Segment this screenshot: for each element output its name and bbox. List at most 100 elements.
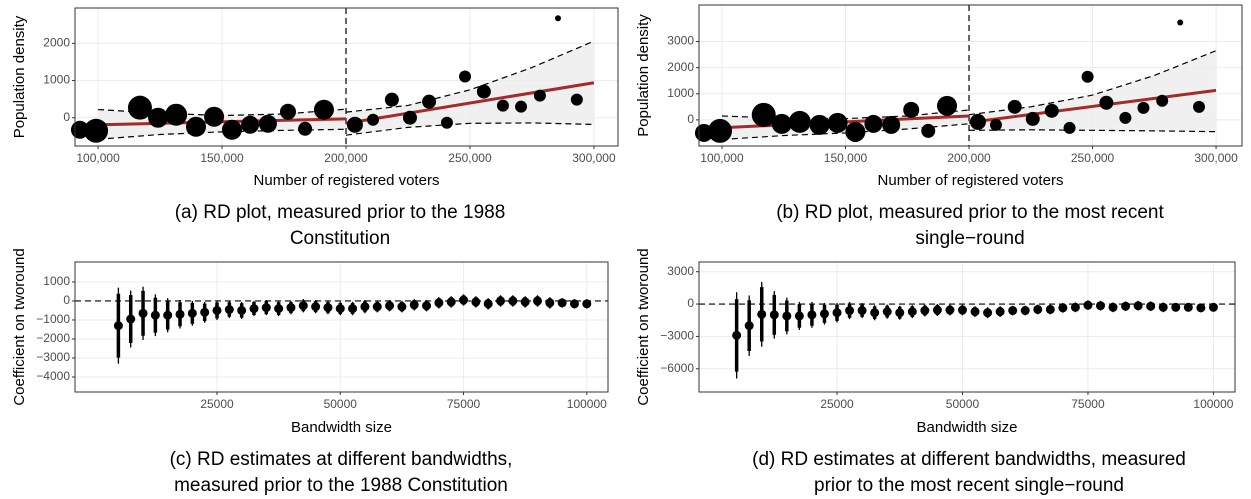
y-tick-label: 1000: [667, 86, 694, 100]
point: [932, 305, 942, 315]
ci-area: [969, 50, 1217, 132]
point: [1193, 100, 1206, 113]
point: [582, 299, 592, 309]
point: [221, 119, 242, 140]
caption: (b) RD plot, measured prior to the most …: [776, 202, 1164, 249]
point: [224, 305, 234, 315]
point: [864, 114, 883, 133]
point: [204, 106, 225, 127]
x-tick-label: 75000: [447, 397, 481, 411]
y-tick-label: −3000: [36, 350, 70, 364]
y-axis-title: Coefficient on tworound: [11, 248, 28, 405]
point: [1183, 302, 1193, 312]
point: [440, 116, 453, 129]
point: [907, 307, 917, 317]
point: [545, 298, 555, 308]
x-tick-label: 150,000: [824, 151, 868, 165]
point: [845, 306, 855, 316]
point: [298, 121, 313, 136]
y-tick-label: −1000: [36, 312, 70, 326]
point: [496, 296, 506, 306]
point: [249, 304, 259, 314]
point: [782, 311, 792, 321]
point: [311, 302, 321, 312]
point: [757, 309, 767, 319]
point: [921, 123, 936, 138]
x-axis-title: Number of registered voters: [878, 172, 1064, 189]
point: [995, 307, 1005, 317]
ci-line: [969, 129, 1217, 133]
point: [113, 321, 123, 331]
point: [769, 310, 779, 320]
x-axis-title: Bandwidth size: [917, 419, 1018, 436]
point: [346, 116, 363, 133]
point: [570, 93, 583, 106]
point: [150, 310, 160, 320]
point: [532, 296, 542, 306]
panel-border: [74, 261, 609, 393]
point: [569, 299, 579, 309]
point: [983, 308, 993, 318]
point: [1196, 303, 1206, 313]
point: [788, 110, 811, 133]
point: [870, 308, 880, 318]
caption: (c) RD estimates at different bandwidths…: [169, 449, 513, 496]
point: [138, 308, 148, 318]
panel: [75, 262, 608, 392]
point: [707, 118, 732, 143]
point: [794, 311, 804, 321]
point: [434, 298, 444, 308]
point: [187, 308, 197, 318]
point: [185, 116, 206, 137]
point: [1083, 300, 1093, 310]
point: [520, 297, 530, 307]
point: [1156, 94, 1169, 107]
point: [163, 310, 173, 320]
point: [323, 303, 333, 313]
point: [895, 308, 905, 318]
x-tick-label: 300,000: [1194, 151, 1238, 165]
point: [471, 297, 481, 307]
point: [1137, 101, 1150, 114]
point: [744, 321, 754, 331]
point: [857, 306, 867, 316]
point: [237, 305, 247, 315]
point: [1007, 99, 1022, 114]
y-tick-label: −4000: [36, 369, 70, 383]
point: [845, 121, 866, 142]
point: [1146, 301, 1156, 311]
point: [313, 99, 334, 120]
point: [508, 296, 518, 306]
y-tick-label: −2000: [36, 331, 70, 345]
y-tick-label: 1000: [43, 73, 70, 87]
panel-border: [698, 4, 1243, 147]
point: [274, 304, 284, 314]
point: [422, 301, 432, 311]
panel-border: [74, 7, 619, 147]
x-tick-label: 50000: [324, 397, 358, 411]
point: [459, 70, 472, 83]
x-tick-label: 200,000: [324, 151, 368, 165]
point: [385, 301, 395, 311]
x-tick-label: 25000: [820, 397, 854, 411]
point: [446, 297, 456, 307]
point: [1119, 111, 1132, 124]
point: [1095, 301, 1105, 311]
x-tick-label: 200,000: [947, 151, 991, 165]
point: [827, 112, 848, 133]
x-tick-label: 75000: [1071, 397, 1105, 411]
point: [367, 113, 380, 126]
point: [1133, 301, 1143, 311]
ci-line: [345, 40, 595, 113]
point: [200, 307, 210, 317]
y-tick-label: 3000: [667, 34, 694, 48]
point: [148, 107, 169, 128]
point: [920, 306, 930, 316]
point: [937, 95, 958, 116]
point: [809, 114, 830, 135]
point: [286, 303, 296, 313]
point: [819, 309, 829, 319]
point: [261, 303, 271, 313]
point: [402, 110, 417, 125]
